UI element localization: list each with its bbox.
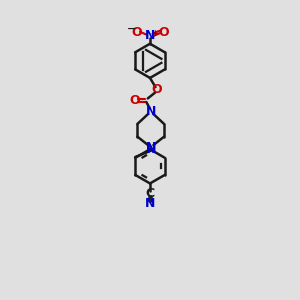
Text: N: N <box>146 105 156 118</box>
Text: O: O <box>131 26 142 39</box>
Text: −: − <box>127 24 136 34</box>
Text: N: N <box>146 141 156 154</box>
Text: N: N <box>146 143 156 156</box>
Text: N: N <box>145 197 155 210</box>
Text: C: C <box>146 187 154 200</box>
Text: O: O <box>152 83 162 96</box>
Text: N: N <box>145 29 155 42</box>
Text: O: O <box>158 26 169 39</box>
Text: O: O <box>130 94 140 107</box>
Text: +: + <box>151 29 158 38</box>
